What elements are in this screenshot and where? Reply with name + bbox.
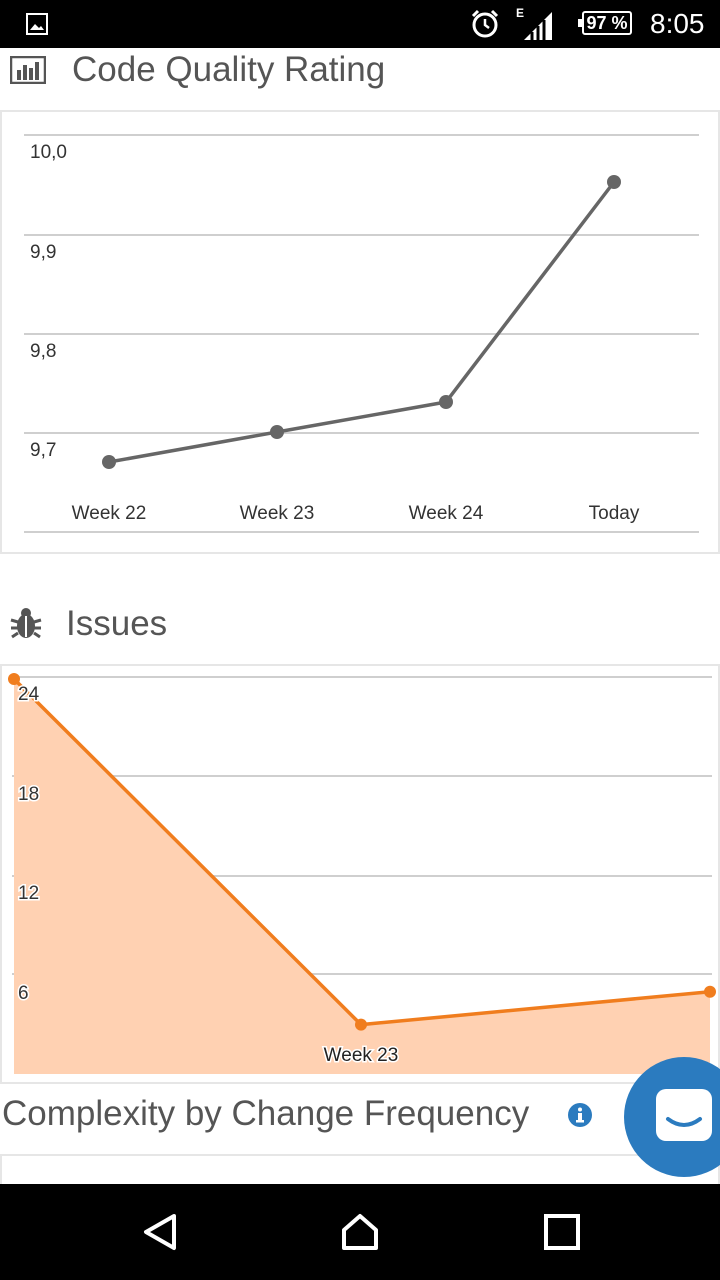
chat-icon <box>656 1089 712 1141</box>
home-icon[interactable] <box>340 1212 380 1252</box>
clock: 8:05 <box>650 8 705 39</box>
data-point <box>704 985 716 998</box>
complexity-title: Complexity by Change Frequency <box>2 1094 530 1133</box>
data-point <box>439 395 453 409</box>
code-quality-chart: 10,0 9,9 9,8 9,7 Week 22 Week 23 Week 24 Today <box>24 134 699 533</box>
y-tick-label: 9,7 <box>30 440 56 461</box>
issues-area-fill <box>14 679 710 1074</box>
x-tick-label: Week 23 <box>324 1045 399 1066</box>
code-quality-chart-card: 10,0 9,9 9,8 9,7 Week 22 Week 23 Week 24 Today <box>0 110 720 554</box>
info-icon[interactable] <box>568 1103 592 1127</box>
status-bar: E 97 % 8:05 <box>0 0 720 48</box>
x-tick-label: Week 23 <box>240 503 315 524</box>
battery-indicator: 97 % <box>578 11 632 35</box>
x-tick-label: Week 22 <box>72 503 147 524</box>
network-type-label: E <box>516 6 524 20</box>
y-tick-label: 12 <box>18 883 39 904</box>
quality-series-line <box>108 180 616 464</box>
bar-chart-icon <box>10 56 46 84</box>
issues-title: Issues <box>66 604 168 643</box>
bug-icon <box>10 608 42 639</box>
y-tick-label: 24 <box>18 684 40 705</box>
data-point <box>270 425 284 439</box>
data-point <box>8 673 20 685</box>
issues-chart-card: 24 18 12 6 Week 23 <box>0 664 720 1084</box>
data-point <box>102 455 116 469</box>
y-tick-label: 9,9 <box>30 242 56 263</box>
code-quality-title: Code Quality Rating <box>72 50 386 89</box>
chat-launcher-button[interactable] <box>624 1057 720 1177</box>
y-tick-label: 10,0 <box>30 142 67 163</box>
back-icon[interactable] <box>140 1212 180 1252</box>
y-tick-label: 6 <box>18 983 29 1004</box>
recents-icon[interactable] <box>542 1212 582 1252</box>
gallery-notification-icon <box>26 13 48 35</box>
data-point <box>607 175 621 189</box>
y-tick-label: 18 <box>18 784 39 805</box>
x-tick-label: Today <box>589 503 640 524</box>
navigation-bar <box>0 1184 720 1280</box>
data-point <box>355 1018 367 1031</box>
alarm-icon <box>471 9 499 38</box>
y-tick-label: 9,8 <box>30 341 56 362</box>
issues-chart: 24 18 12 6 Week 23 <box>8 673 716 1074</box>
x-tick-label: Week 24 <box>409 503 484 524</box>
signal-icon: E <box>516 6 552 40</box>
